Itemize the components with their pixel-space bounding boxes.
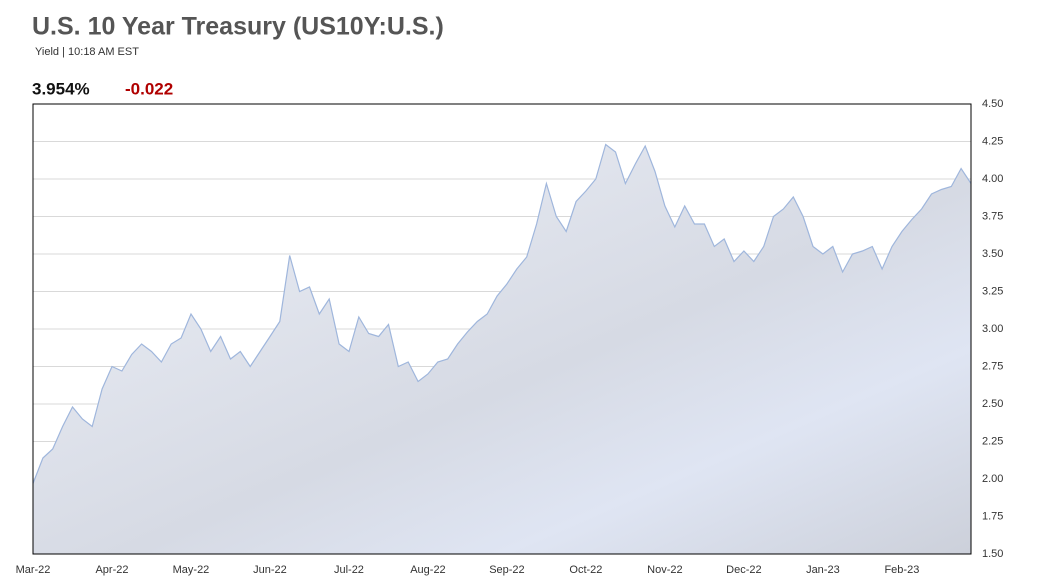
- y-tick-label: 3.75: [982, 210, 1003, 222]
- subtitle: Yield | 10:18 AM EST: [35, 46, 139, 58]
- last-value: 3.954%: [32, 79, 90, 98]
- x-tick-label: Oct-22: [569, 564, 602, 576]
- y-tick-label: 4.25: [982, 135, 1003, 147]
- y-tick-label: 2.50: [982, 398, 1003, 410]
- x-tick-label: Apr-22: [95, 564, 128, 576]
- y-tick-label: 4.50: [982, 98, 1003, 110]
- plot-frame: [32, 103, 972, 555]
- x-tick-label: Aug-22: [410, 564, 445, 576]
- line: [32, 143, 972, 484]
- y-tick-label: 3.25: [982, 285, 1003, 297]
- y-tick-label: 3.00: [982, 323, 1003, 335]
- y-tick-label: 2.00: [982, 473, 1003, 485]
- x-tick-label: Jul-22: [334, 564, 364, 576]
- x-tick-label: Feb-23: [884, 564, 919, 576]
- x-tick-label: May-22: [173, 564, 210, 576]
- chart-title: U.S. 10 Year Treasury (US10Y:U.S.): [32, 13, 444, 41]
- y-tick-label: 3.50: [982, 248, 1003, 260]
- x-tick-label: Jun-22: [253, 564, 287, 576]
- y-tick-label: 4.00: [982, 173, 1003, 185]
- x-tick-label: Mar-22: [16, 564, 51, 576]
- y-tick-label: 1.75: [982, 510, 1003, 522]
- area: [33, 144, 971, 554]
- y-tick-label: 2.25: [982, 435, 1003, 447]
- x-tick-label: Sep-22: [489, 564, 524, 576]
- x-tick-label: Jan-23: [806, 564, 840, 576]
- x-tick-label: Dec-22: [726, 564, 761, 576]
- x-tick-label: Nov-22: [647, 564, 682, 576]
- change: -0.022: [125, 79, 173, 98]
- y-tick-label: 2.75: [982, 360, 1003, 372]
- y-tick-label: 1.50: [982, 548, 1003, 560]
